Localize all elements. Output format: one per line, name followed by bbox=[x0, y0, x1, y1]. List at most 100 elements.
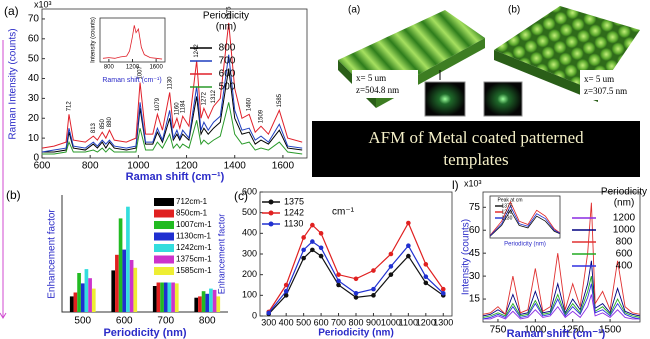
legend-marker bbox=[269, 211, 274, 216]
afm-x-size: x= 5 um bbox=[584, 74, 614, 84]
y-tick-label: 300 bbox=[242, 248, 257, 258]
point bbox=[301, 256, 306, 261]
panel-label: (c) bbox=[234, 189, 248, 203]
caption: AFM of Metal coated patterned bbox=[368, 128, 584, 147]
peak-label: 712 bbox=[67, 101, 73, 112]
peak-label: 1509 bbox=[259, 109, 265, 123]
point bbox=[424, 281, 429, 286]
y-multiplier: x10³ bbox=[34, 0, 52, 9]
legend-swatch bbox=[154, 221, 174, 229]
bar bbox=[85, 269, 89, 312]
point bbox=[310, 223, 315, 228]
peak-label: 880 bbox=[107, 117, 113, 128]
panel-label: (b) bbox=[6, 188, 21, 202]
x-tick-label: 800 bbox=[348, 318, 363, 328]
peak-label: 1312 bbox=[211, 89, 217, 103]
x-tick-label: 800 bbox=[104, 64, 115, 70]
point bbox=[354, 291, 359, 296]
y-tick-label: 0 bbox=[33, 153, 39, 164]
peak-label: 1242 bbox=[194, 44, 200, 58]
legend-swatch bbox=[154, 233, 174, 241]
point bbox=[319, 246, 324, 251]
peak-label: 1460 bbox=[247, 97, 253, 111]
y-axis-label: Intensity (counts) bbox=[91, 17, 97, 63]
peak-label: 1079 bbox=[155, 97, 161, 111]
panel-label: (a) bbox=[4, 4, 19, 18]
point bbox=[424, 274, 429, 279]
point bbox=[284, 289, 289, 294]
afm-panel-a: x= 5 um z=504.8 nm (a) bbox=[338, 5, 485, 116]
point bbox=[424, 262, 429, 267]
legend-swatch bbox=[154, 244, 174, 252]
y-tick-label: 75 bbox=[469, 202, 481, 213]
x-tick-label: 500 bbox=[74, 316, 91, 327]
legend-label: 500 bbox=[219, 82, 236, 93]
bar bbox=[119, 218, 123, 312]
y-tick-label: 60 bbox=[28, 33, 40, 44]
peak-label: 1130 bbox=[167, 76, 173, 90]
x-tick-label: 800 bbox=[82, 161, 99, 172]
bar bbox=[130, 260, 134, 312]
legend-label: 1130 bbox=[502, 215, 513, 221]
bar bbox=[133, 268, 137, 312]
y-tick-label: 500 bbox=[242, 207, 257, 217]
point bbox=[310, 248, 315, 253]
legend-label: 1242cm-1 bbox=[176, 243, 212, 252]
point bbox=[266, 311, 271, 316]
afm-label: (b) bbox=[508, 5, 520, 16]
legend-label: 1375 bbox=[284, 196, 304, 206]
y-axis-label: Enhancement factor bbox=[47, 209, 58, 299]
panel-label: l) bbox=[452, 178, 459, 192]
y-axis-label: Enhancement factor bbox=[216, 214, 226, 295]
legend-label: 1242 bbox=[284, 207, 304, 217]
x-tick-label: 800 bbox=[199, 316, 216, 327]
bar bbox=[171, 278, 175, 312]
afm-z-size: z=504.8 nm bbox=[356, 85, 399, 95]
point bbox=[336, 279, 341, 284]
peak-label: 1585 bbox=[277, 93, 283, 107]
x-tick-label: 300 bbox=[261, 318, 276, 328]
bar bbox=[115, 255, 119, 312]
point bbox=[336, 283, 341, 288]
point bbox=[406, 221, 411, 226]
legend-label: 800 bbox=[219, 43, 236, 54]
bar bbox=[126, 207, 130, 312]
bar bbox=[122, 250, 126, 312]
bar bbox=[92, 289, 96, 312]
bar bbox=[157, 281, 161, 312]
legend-swatch bbox=[154, 267, 174, 275]
legend-swatch bbox=[154, 210, 174, 218]
bar bbox=[209, 289, 213, 312]
bar bbox=[153, 286, 157, 312]
y-multiplier: x10³ bbox=[464, 178, 482, 188]
legend-label: 1585cm-1 bbox=[176, 266, 212, 275]
x-tick-label: 600 bbox=[116, 316, 133, 327]
x-tick-label: 1600 bbox=[272, 161, 295, 172]
legend-title: (nm) bbox=[216, 22, 237, 33]
point bbox=[301, 248, 306, 253]
afm-fft bbox=[425, 82, 465, 116]
legend-marker bbox=[269, 200, 274, 205]
y-tick-label: 100 bbox=[242, 290, 257, 300]
y-tick-label: 400 bbox=[242, 228, 257, 238]
legend-label: 1007cm-1 bbox=[176, 220, 212, 229]
x-axis-label: Raman shift (cm⁻¹) bbox=[507, 328, 606, 339]
x-tick-label: 900 bbox=[366, 318, 381, 328]
point bbox=[319, 231, 324, 236]
y-tick-label: 40 bbox=[28, 73, 40, 84]
afm-z-size: z=307.5 nm bbox=[584, 86, 627, 96]
point bbox=[354, 295, 359, 300]
legend-label: 1130 bbox=[284, 218, 303, 228]
legend-label: 600 bbox=[219, 69, 236, 80]
point bbox=[301, 235, 306, 240]
legend-marker bbox=[269, 222, 274, 227]
peak-label: 1184 bbox=[180, 100, 186, 114]
x-tick-label: 1300 bbox=[433, 318, 453, 328]
point bbox=[310, 239, 315, 244]
point bbox=[354, 277, 359, 282]
point bbox=[441, 287, 446, 292]
x-tick-label: 400 bbox=[279, 318, 294, 328]
legend-title: (nm) bbox=[614, 198, 635, 209]
caption: templates bbox=[443, 150, 508, 169]
x-axis-label: Periodicity (nm) bbox=[318, 328, 394, 339]
